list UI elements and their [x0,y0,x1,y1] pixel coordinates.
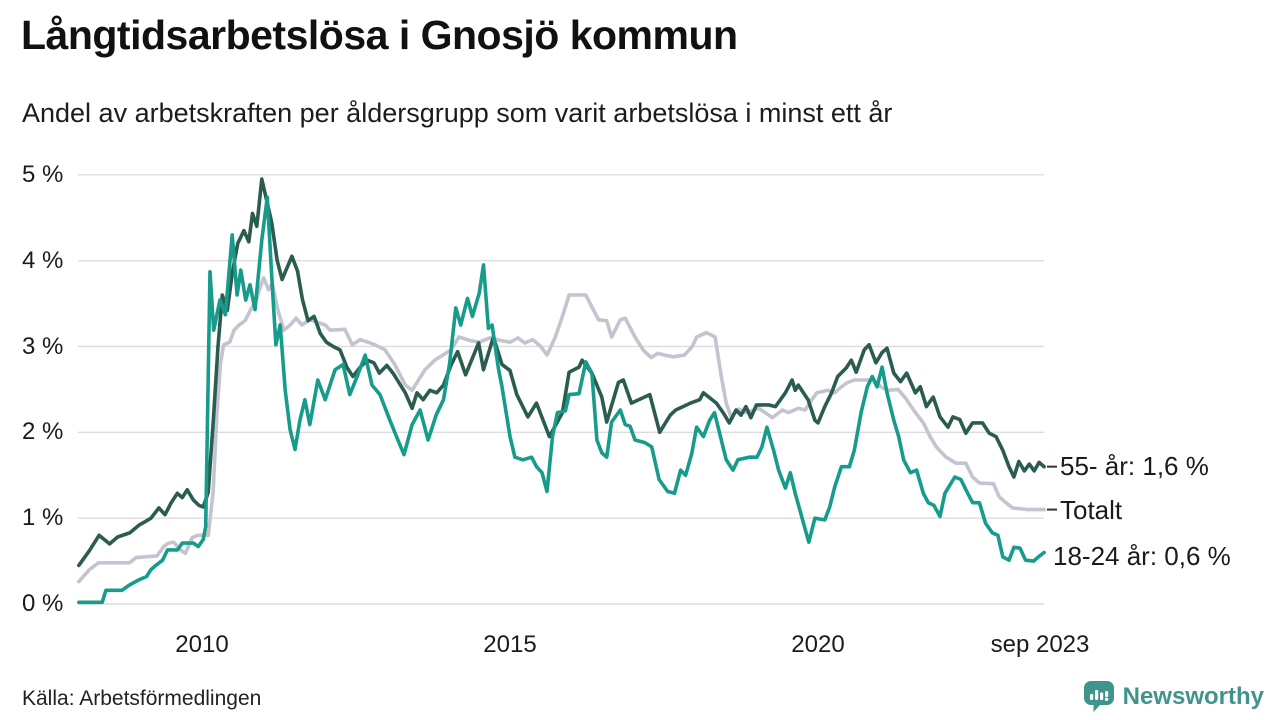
x-axis-tick-label: 2015 [483,631,537,658]
series-end-label-18-24-ar: 18-24 år: 0,6 % [1053,541,1231,571]
y-axis-tick-label: 0 % [22,590,64,617]
newsworthy-pin-barchart-icon [1083,681,1114,712]
y-axis-tick-label: 1 % [22,504,64,531]
y-axis-tick-label: 5 % [22,161,64,188]
x-axis-tick-label: 2010 [175,631,229,658]
series-end-label-totalt: Totalt [1060,495,1123,525]
page-title: Långtidsarbetslösa i Gnosjö kommun [21,12,738,58]
x-axis-tick-label: sep 2023 [990,631,1090,658]
y-axis-tick-label: 4 % [22,247,64,274]
newsworthy-logo[interactable]: Newsworthy [1083,680,1264,713]
series-line-totalt [77,275,1046,584]
newsworthy-wordmark: Newsworthy [1122,682,1264,710]
page-subtitle: Andel av arbetskraften per åldersgrupp s… [22,98,893,128]
source-note: Källa: Arbetsförmedlingen [22,687,262,710]
series-end-label-55-ar: 55- år: 1,6 % [1060,451,1209,481]
x-axis-tick-label: 2020 [791,631,845,658]
y-axis-tick-label: 2 % [22,418,64,445]
y-axis-tick-label: 3 % [22,333,64,360]
series-line-55-r [77,177,1046,568]
series-line-18-24-r [77,195,1046,605]
